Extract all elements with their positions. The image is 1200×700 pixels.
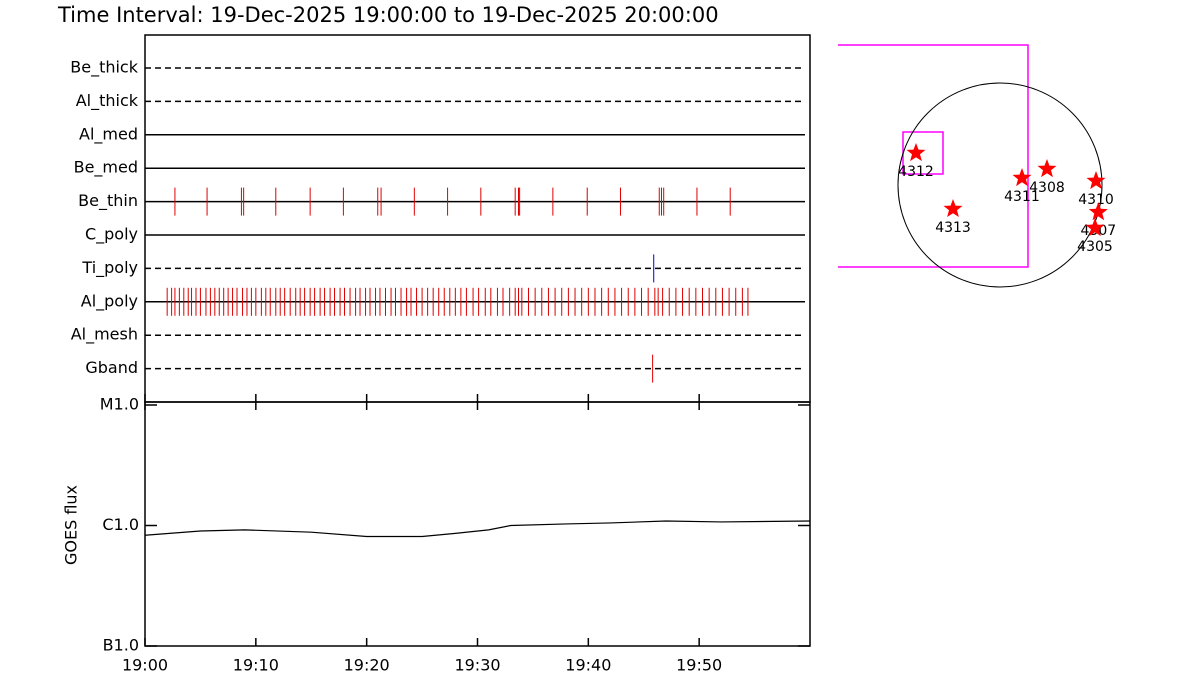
filter-label: Be_thick bbox=[70, 58, 138, 78]
x-tick-label: 19:20 bbox=[344, 656, 390, 675]
filter-label: Al_med bbox=[79, 124, 138, 144]
y-axis-label: GOES flux bbox=[62, 485, 81, 565]
region-marker bbox=[943, 199, 963, 217]
region-marker bbox=[1012, 168, 1032, 187]
y-tick-label: M1.0 bbox=[100, 395, 139, 414]
x-tick-label: 19:00 bbox=[122, 656, 168, 675]
goes-frame bbox=[144, 401, 811, 647]
region-marker bbox=[1086, 171, 1106, 190]
timeline-frame bbox=[144, 34, 811, 403]
x-tick-label: 19:40 bbox=[565, 656, 611, 675]
region-label: 4310 bbox=[1078, 192, 1114, 208]
y-tick-label: C1.0 bbox=[102, 515, 139, 534]
x-tick-label: 19:30 bbox=[454, 656, 500, 675]
x-tick-label: 19:10 bbox=[233, 656, 279, 675]
region-marker bbox=[1085, 218, 1105, 237]
region-marker bbox=[906, 143, 926, 162]
region-label: 4312 bbox=[898, 164, 934, 180]
fov-box bbox=[838, 44, 1029, 268]
filter-label: Al_mesh bbox=[71, 325, 138, 345]
region-label: 4305 bbox=[1077, 239, 1113, 255]
filter-label: Al_poly bbox=[81, 291, 138, 311]
region-marker bbox=[1037, 159, 1057, 178]
x-tick-label: 19:50 bbox=[676, 656, 722, 675]
filter-label: Al_thick bbox=[76, 91, 139, 111]
region-label: 4311 bbox=[1004, 189, 1040, 205]
filter-label: Be_thin bbox=[78, 191, 138, 211]
filter-label: Gband bbox=[85, 358, 138, 377]
y-tick-label: B1.0 bbox=[103, 636, 139, 655]
region-label: 4308 bbox=[1029, 180, 1065, 196]
filter-label: C_poly bbox=[85, 225, 138, 245]
region-marker bbox=[1088, 202, 1108, 221]
filter-label: Be_med bbox=[74, 158, 138, 178]
chart-title: Time Interval: 19-Dec-2025 19:00:00 to 1… bbox=[57, 3, 719, 27]
filter-label: Ti_poly bbox=[81, 258, 138, 278]
solar-disk bbox=[897, 82, 1103, 288]
goes-curve bbox=[144, 520, 811, 538]
region-label: 4313 bbox=[935, 220, 971, 236]
